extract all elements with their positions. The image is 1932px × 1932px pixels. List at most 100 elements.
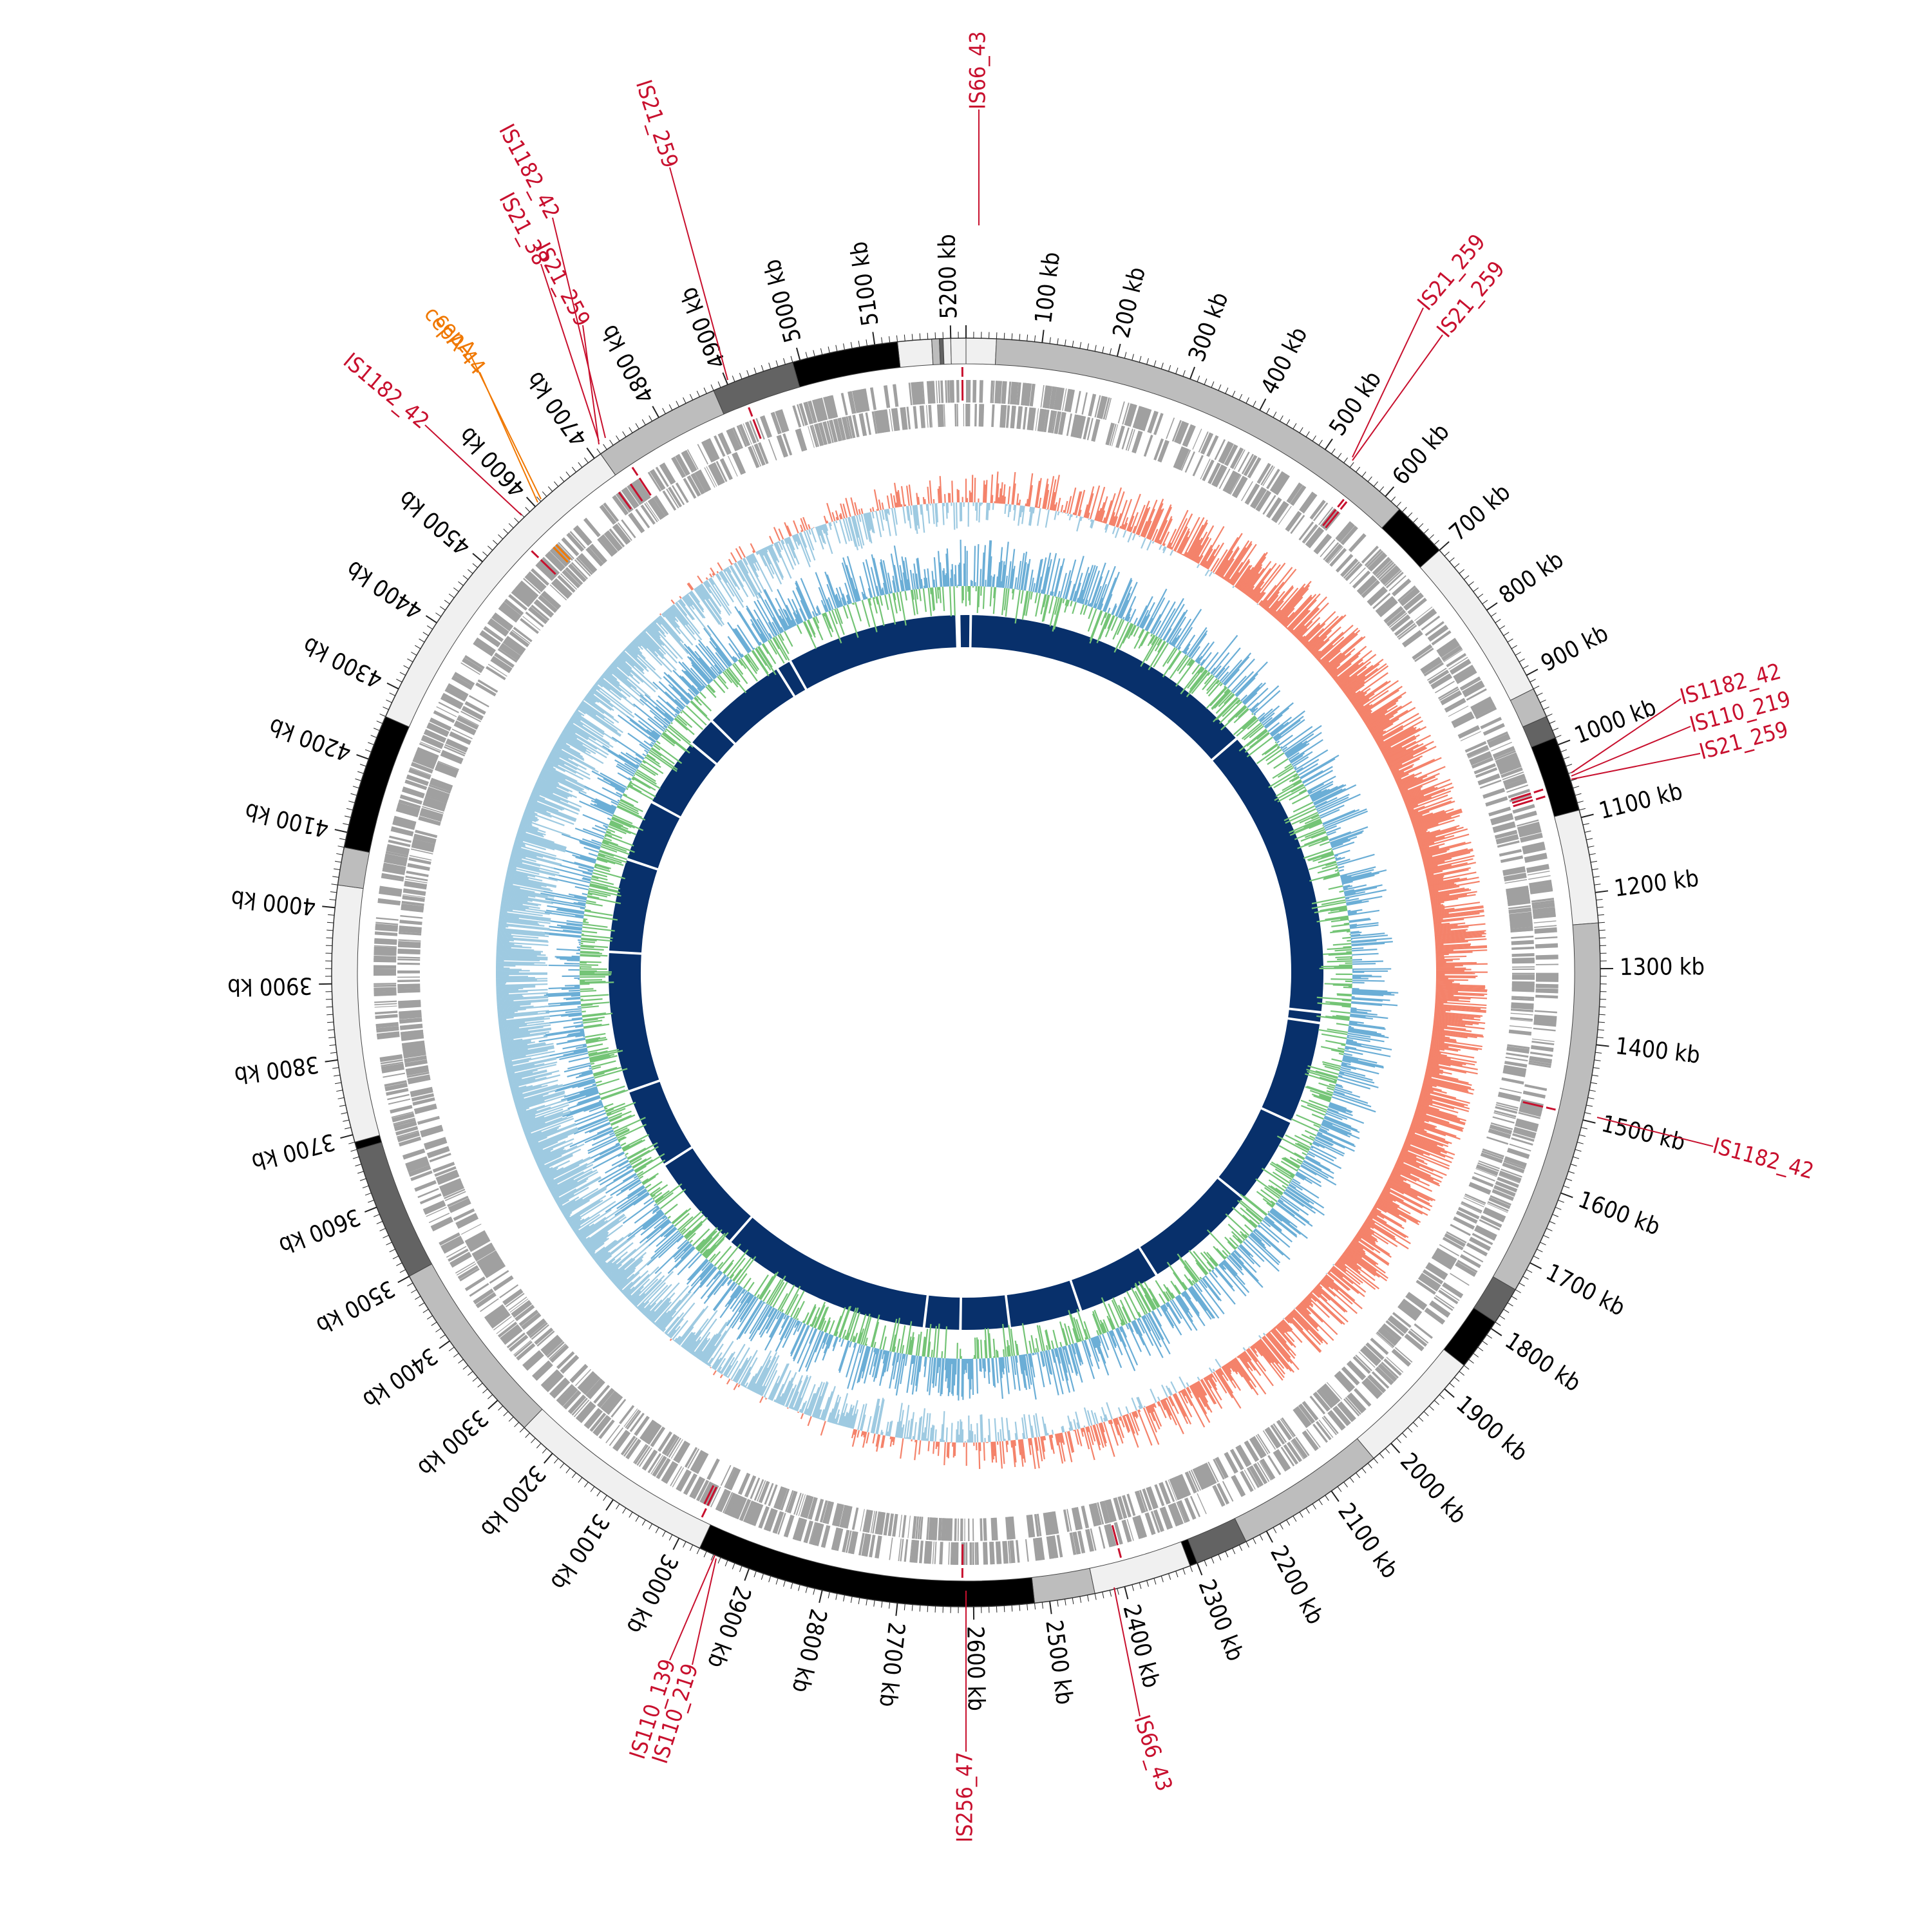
gc-content-bar (1148, 1312, 1164, 1340)
gc-skew-bar (1018, 1439, 1021, 1455)
blast-hit-block (971, 615, 1236, 759)
gc-content-bar (658, 681, 687, 708)
gc-skew-bar (1163, 1398, 1177, 1426)
gc-skew-bar (1025, 503, 1027, 507)
gc-skew-bar (1398, 775, 1428, 789)
gc-skew-bar (1090, 520, 1095, 529)
gc-skew-bar (643, 1283, 672, 1315)
gc-content-bar (709, 641, 730, 668)
gc-content-bar (545, 909, 584, 917)
gc-content-bar (559, 1052, 589, 1061)
gc-skew-bar (1331, 1267, 1343, 1278)
gc-content-bar (1034, 592, 1038, 603)
gc-content-bar (556, 1076, 594, 1088)
gc-skew-bar (946, 1442, 949, 1457)
gc-content-bar (844, 582, 853, 604)
gc-content-bar (987, 1328, 991, 1358)
gc-skew-bar (1426, 869, 1469, 879)
gc-content-bar (1231, 1206, 1256, 1229)
gc-content-bar (871, 1349, 880, 1378)
gc-skew-bar (620, 1289, 623, 1293)
gc-content-bar (1341, 872, 1379, 883)
gc-content-bar (715, 652, 729, 669)
gc-content-bar (697, 639, 724, 672)
gc-skew-bar (1288, 609, 1309, 632)
gc-skew-bar (1333, 676, 1338, 680)
gc-content-bar (1052, 1349, 1064, 1395)
gc-content-bar (707, 684, 716, 693)
gc-content-bar (605, 1103, 625, 1112)
gc-skew-bar (778, 528, 784, 540)
gc-content-bar (1220, 1262, 1224, 1266)
gc-skew-bar (1192, 544, 1202, 561)
gc-skew-bar (1271, 1329, 1291, 1351)
gc-skew-bar (1341, 658, 1384, 691)
gc-skew-bar (1149, 508, 1164, 540)
gc-content-bar (1305, 1073, 1337, 1084)
gc-skew-bar (1435, 1002, 1444, 1005)
gc-skew-bar (1225, 1363, 1232, 1372)
gc-skew-bar (1218, 1368, 1224, 1376)
gc-skew-bar (1330, 645, 1367, 676)
gc-content-bar (795, 582, 812, 619)
gc-content-bar (627, 786, 630, 788)
gc-skew-bar (1171, 518, 1188, 551)
gc-content-bar (933, 1325, 937, 1358)
gc-content-bar (656, 740, 661, 744)
gc-content-bar (1282, 746, 1288, 752)
gc-skew-bar (1423, 1082, 1437, 1088)
gc-content-bar (591, 839, 602, 844)
gc-skew-bar (1124, 522, 1128, 531)
gc-skew-bar (1146, 498, 1164, 539)
gc-content-bar (779, 615, 788, 630)
gc-skew-bar (1204, 1377, 1212, 1388)
gc-content-bar (1024, 558, 1031, 591)
gc-content-bar (1274, 719, 1301, 741)
gc-skew-bar (991, 495, 994, 504)
gc-skew-bar (1408, 797, 1453, 815)
gc-content-bar (654, 743, 683, 764)
gc-skew-bar (746, 1376, 755, 1389)
gc-skew-bar (1396, 1161, 1442, 1183)
gene-reverse (1340, 558, 1359, 578)
gc-content-bar (674, 1243, 692, 1260)
gc-content-bar (1337, 871, 1340, 874)
gc-content-bar (712, 1281, 735, 1311)
gc-skew-bar (1302, 1300, 1338, 1336)
gc-skew-bar (1267, 591, 1285, 612)
gc-content-bar (800, 578, 818, 616)
gc-skew-bar (727, 1360, 739, 1378)
gc-content-bar (592, 872, 608, 878)
gc-content-bar (1322, 1061, 1341, 1068)
gc-content-bar (1260, 1189, 1278, 1202)
gc-content-bar (772, 1282, 788, 1308)
gc-skew-bar (887, 508, 890, 515)
gc-content-bar (1351, 940, 1377, 943)
gc-skew-bar (983, 1442, 985, 1461)
gc-content-bar (860, 1313, 871, 1345)
gc-content-bar (1341, 999, 1352, 1002)
gc-content-bar (1146, 597, 1166, 632)
gc-skew-bar (897, 1421, 902, 1438)
gc-skew-bar (1098, 1423, 1107, 1447)
gc-content-bar (1250, 1233, 1265, 1247)
gc-skew-bar (1208, 1367, 1213, 1374)
gc-content-bar (620, 797, 621, 799)
gc-skew-bar (893, 495, 896, 508)
gc-content-bar (933, 557, 938, 587)
gc-content-bar (1141, 1316, 1164, 1358)
gc-content-bar (1151, 1311, 1170, 1344)
gc-skew-bar (1403, 786, 1438, 802)
gc-content-bar (1264, 744, 1279, 755)
gc-skew-bar (1246, 585, 1255, 596)
gc-content-bar (869, 598, 871, 600)
gc-skew-bar (1266, 1333, 1293, 1364)
gc-content-bar (730, 1274, 735, 1280)
gc-content-bar (1327, 947, 1352, 951)
gc-content-bar (623, 793, 628, 797)
gc-content-bar (1145, 618, 1153, 631)
gc-skew-bar (1397, 1158, 1443, 1179)
gc-skew-bar (1356, 690, 1389, 712)
gc-skew-bar (935, 1441, 938, 1450)
gc-skew-bar (881, 1432, 884, 1435)
